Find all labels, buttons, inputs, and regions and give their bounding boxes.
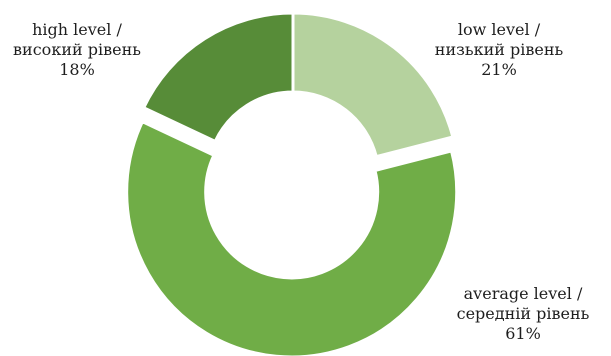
donut-slice-low <box>291 11 455 159</box>
data-label-high: high level / високий рівень 18% <box>2 20 152 80</box>
data-label-high-uk: високий рівень <box>13 40 141 59</box>
data-label-average-en: average level / <box>463 284 583 303</box>
data-label-low: low level / низький рівень 21% <box>424 20 574 80</box>
data-label-low-en: low level / <box>457 20 541 39</box>
data-label-average-pct: 61% <box>505 324 541 343</box>
data-label-high-pct: 18% <box>59 60 95 79</box>
data-label-low-pct: 21% <box>481 60 517 79</box>
donut-slice-average <box>125 119 459 356</box>
donut-slice-high <box>141 11 295 144</box>
data-label-high-en: high level / <box>32 20 122 39</box>
data-label-average: average level / середній рівень 61% <box>437 284 609 344</box>
data-label-average-uk: середній рівень <box>456 304 590 323</box>
data-label-low-uk: низький рівень <box>434 40 564 59</box>
